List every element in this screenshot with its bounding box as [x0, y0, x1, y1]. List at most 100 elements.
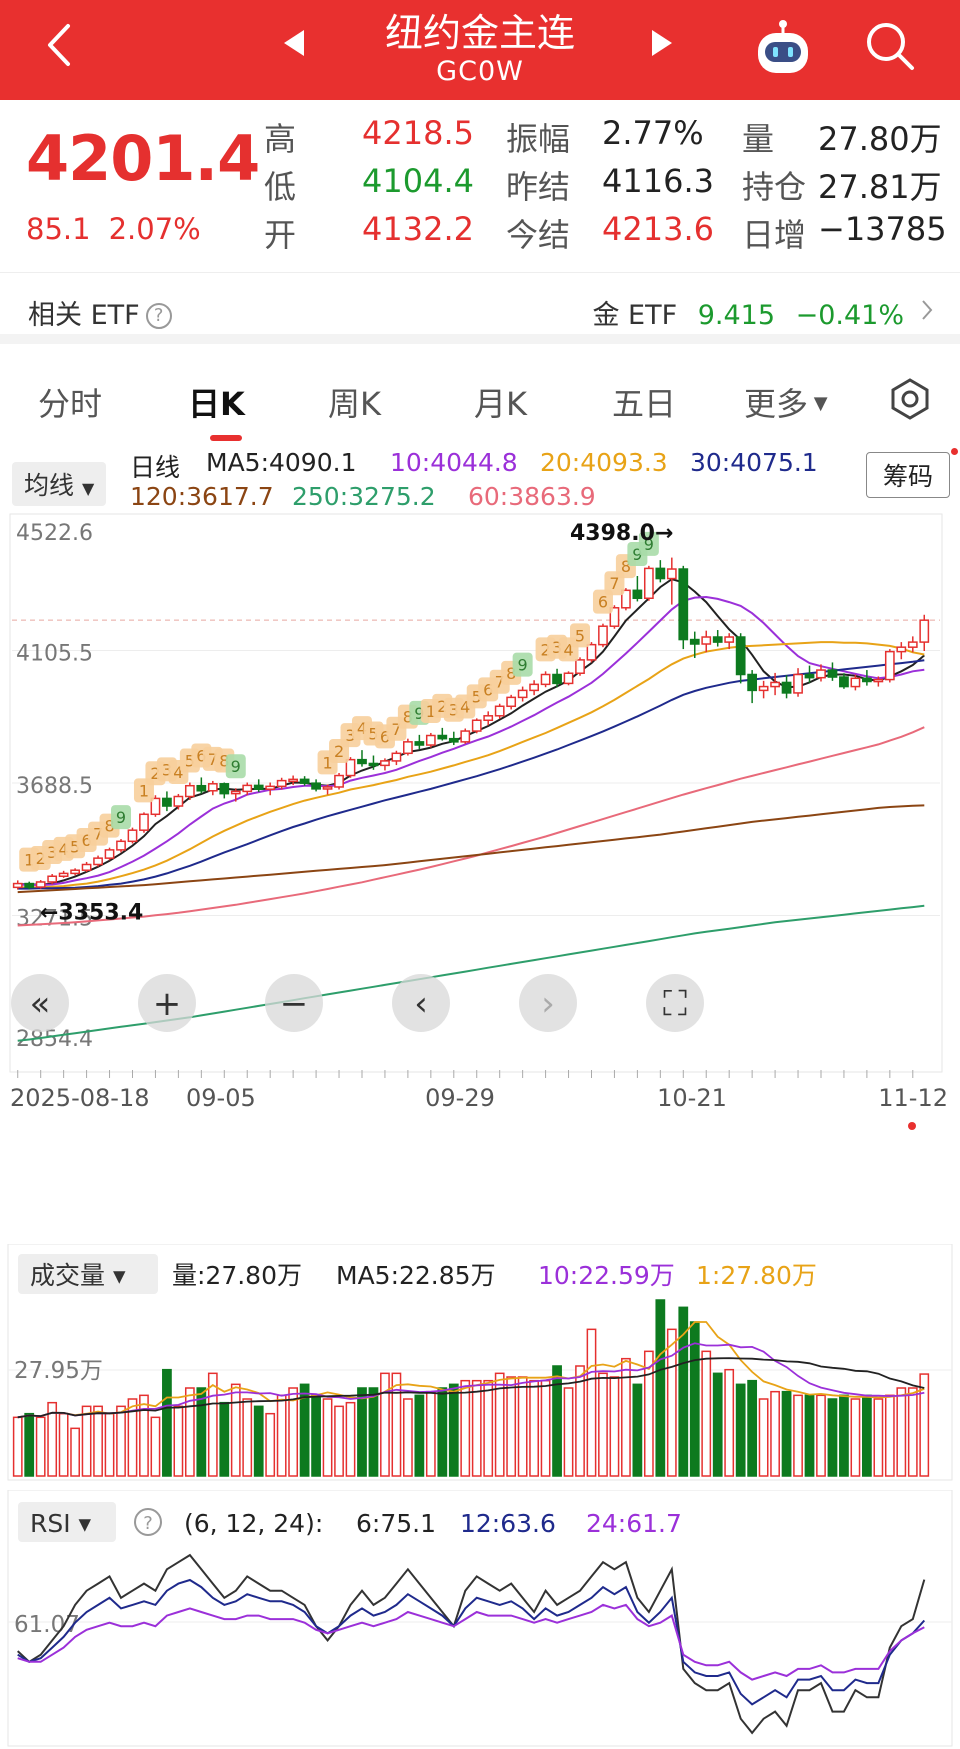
volume-bar [12, 1416, 23, 1477]
tab-daily-k[interactable]: 日K [188, 379, 245, 441]
td-marker-number: 3 [162, 760, 172, 779]
back-arrow-icon[interactable] [36, 20, 86, 70]
candlestick [150, 795, 161, 817]
price-change: 85.1 2.07% [26, 212, 201, 246]
next-contract-icon[interactable] [650, 28, 674, 58]
td-marker [225, 754, 246, 779]
candle-body [58, 872, 69, 877]
candlestick [747, 670, 758, 704]
volume-bar [781, 1390, 792, 1477]
candle-body [712, 636, 723, 643]
zoom-out-icon[interactable]: − [265, 974, 323, 1032]
candle-body [345, 758, 356, 777]
rsi-legend-value: 24:61.7 [586, 1509, 682, 1538]
volume-bar [196, 1387, 207, 1477]
chevron-right-icon[interactable] [920, 299, 934, 321]
tab-intraday[interactable]: 分时 [38, 385, 103, 423]
volume-selector[interactable] [18, 1254, 158, 1294]
control-glyph: + [153, 984, 182, 1024]
fast-back-icon[interactable]: « [11, 974, 69, 1032]
rsi-selector[interactable] [18, 1502, 116, 1542]
candle-body [540, 673, 551, 686]
candle-body [873, 678, 884, 683]
candle-body [793, 673, 803, 694]
candle-body [253, 784, 264, 790]
ma-line-120 [17, 804, 925, 894]
ma-selector[interactable]: 均线 ▼ [12, 462, 107, 506]
search-icon[interactable] [862, 18, 918, 74]
fullscreen-icon[interactable]: ⛶ [646, 974, 704, 1032]
zoom-in-icon[interactable]: + [138, 974, 196, 1032]
scroll-right-icon[interactable]: › [519, 974, 577, 1032]
ma-value: 20:4093.3 [540, 448, 668, 477]
td-marker-number: 8 [621, 557, 631, 576]
candle-body [334, 774, 344, 788]
etf-quote[interactable]: 金 ETF 9.415 −0.41% [592, 293, 904, 332]
candlestick [448, 731, 459, 746]
candle-body [173, 795, 184, 807]
candle-body [207, 783, 218, 792]
scroll-left-icon[interactable]: ‹ [392, 974, 450, 1032]
candlestick [70, 868, 80, 876]
candle-body [884, 650, 895, 681]
quote-panel: 4201.4 85.1 2.07% 高 4218.5 振幅 2.77% 量 27.80万低 4… [0, 100, 960, 272]
volume-bar [517, 1376, 528, 1477]
volume-bar [471, 1379, 482, 1477]
volume-bar [47, 1401, 58, 1477]
tab-more[interactable]: 更多 ▼ [744, 385, 828, 423]
volume-bar [712, 1372, 723, 1477]
volume-bar [253, 1405, 264, 1477]
rsi-line-24 [17, 1603, 925, 1681]
ma-value: 250:3275.2 [292, 482, 436, 511]
candlestick [563, 671, 574, 686]
candlestick [35, 880, 46, 889]
chips-button[interactable]: 筹码 [865, 452, 950, 498]
stat-value: 2.77% [602, 114, 704, 152]
plot-frame [7, 1490, 953, 1747]
tab-monthly-k[interactable]: 月K [474, 385, 527, 423]
volume-bar [24, 1412, 35, 1477]
x-tick-label: 09-29 [425, 1084, 495, 1112]
volume-bar [586, 1328, 597, 1477]
assistant-robot-icon[interactable] [752, 18, 814, 78]
volume-chart[interactable]: 成交量 ▾ 量:27.80万 MA5:22.85万 10:22.59万 1:27.80万… [0, 1244, 960, 1484]
candle-body [391, 752, 402, 762]
previous-contract-icon[interactable] [282, 28, 306, 58]
candlestick [380, 758, 390, 771]
tab-weekly-k[interactable]: 周K [328, 385, 381, 423]
td-marker-number: 9 [116, 808, 126, 827]
volume-bar [678, 1306, 689, 1477]
ma-line-20 [17, 641, 925, 889]
candle-body [139, 813, 149, 831]
volume-bar [827, 1398, 838, 1477]
candle-body [643, 567, 654, 600]
td-marker [570, 623, 591, 648]
stat-value: 4116.3 [602, 162, 714, 200]
candlestick [93, 855, 103, 867]
volume-bar [793, 1394, 803, 1477]
control-button-bg [392, 974, 450, 1032]
help-icon[interactable] [134, 1508, 162, 1536]
candle-body [896, 646, 907, 653]
td-marker-number: 4 [563, 640, 573, 659]
td-marker-number: 5 [368, 725, 378, 744]
tab-five-day[interactable]: 五日 [612, 385, 677, 423]
td-marker-number: 4 [460, 698, 470, 717]
ma-legend: 均线 ▼ 日线 MA5:4090.1 10:4044.8 20:4093.3 30:40… [0, 448, 960, 511]
volume-bar [150, 1416, 161, 1477]
candle-body [781, 681, 792, 694]
candlestick [701, 630, 712, 653]
chart-settings-icon[interactable] [888, 377, 932, 421]
volume-bar [896, 1387, 907, 1477]
rsi-chart[interactable]: RSI ▾? (6, 12, 24): 6:75.1 12:63.6 24:61.761… [0, 1490, 960, 1749]
control-button-bg [11, 974, 69, 1032]
candlestick [517, 686, 528, 702]
related-etf-row[interactable]: 相关 ETF? 金 ETF 9.415 −0.41% [0, 272, 960, 344]
page-title: 纽约金主连 [384, 11, 575, 55]
help-icon[interactable]: ? [145, 303, 172, 329]
candle-body [575, 659, 585, 674]
volume-selector-label: 成交量 ▾ [30, 1261, 126, 1290]
active-tab-indicator [210, 435, 242, 441]
td-marker-number: 8 [403, 708, 413, 727]
